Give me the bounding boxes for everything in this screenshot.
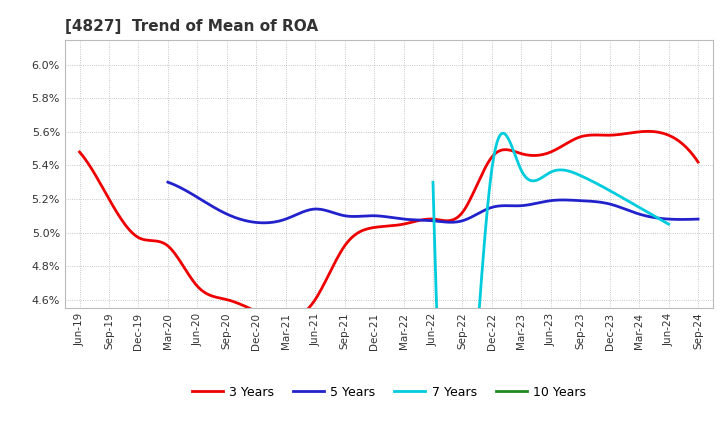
Text: [4827]  Trend of Mean of ROA: [4827] Trend of Mean of ROA bbox=[65, 19, 318, 34]
Legend: 3 Years, 5 Years, 7 Years, 10 Years: 3 Years, 5 Years, 7 Years, 10 Years bbox=[186, 381, 591, 404]
